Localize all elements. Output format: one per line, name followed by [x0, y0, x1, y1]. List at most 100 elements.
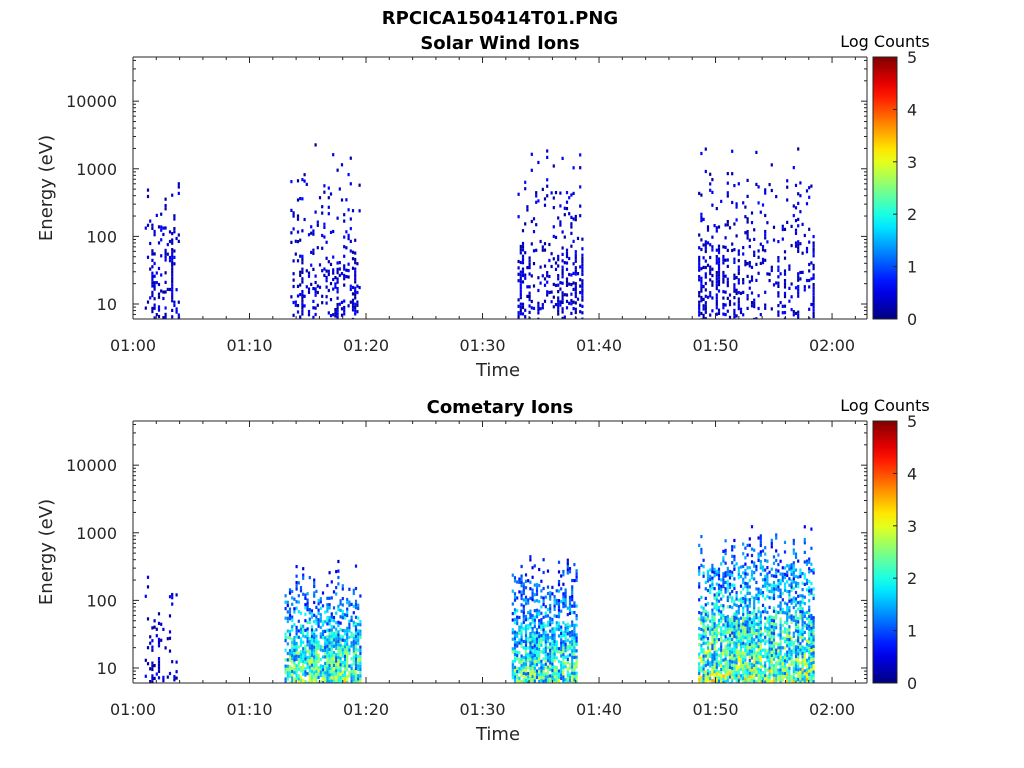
- spectrogram-cell: [581, 256, 584, 260]
- spectrogram-cell: [735, 623, 738, 627]
- spectrogram-cell: [357, 674, 360, 678]
- spectrogram-cell: [542, 666, 545, 671]
- burst-4: [698, 147, 815, 319]
- spectrogram-cell: [299, 666, 303, 670]
- spectrogram-cell: [151, 648, 154, 652]
- spectrogram-cell: [715, 312, 718, 316]
- spectrogram-cell: [803, 624, 806, 628]
- spectrogram-cell: [746, 588, 749, 592]
- spectrogram-cell: [737, 572, 740, 577]
- spectrogram-cell: [511, 672, 514, 676]
- spectrogram-cell: [759, 678, 762, 682]
- spectrogram-cell: [315, 589, 318, 593]
- spectrogram-cell: [744, 604, 747, 608]
- spectrogram-cell: [520, 641, 523, 645]
- spectrogram-cell: [731, 561, 734, 565]
- spectrogram-cell: [779, 662, 782, 666]
- spectrogram-cell: [812, 670, 815, 674]
- spectrogram-cell: [706, 640, 710, 644]
- spectrogram-cell: [772, 648, 776, 652]
- spectrogram-cell: [709, 568, 712, 572]
- spectrogram-cell: [761, 248, 765, 252]
- spectrogram-cell: [354, 309, 357, 313]
- spectrogram-cell: [783, 279, 787, 283]
- spectrogram-cell: [348, 651, 351, 655]
- spectrogram-cell: [341, 654, 344, 658]
- spectrogram-cell: [779, 642, 782, 647]
- spectrogram-cell: [728, 630, 732, 634]
- spectrogram-cell: [565, 283, 569, 287]
- spectrogram-cell: [755, 644, 758, 649]
- spectrogram-cell: [553, 601, 556, 605]
- spectrogram-cell: [530, 299, 533, 304]
- spectrogram-cell: [306, 620, 309, 625]
- spectrogram-cell: [746, 194, 749, 198]
- spectrogram-cell: [735, 635, 738, 639]
- spectrogram-cell: [720, 639, 723, 643]
- spectrogram-cell: [783, 601, 787, 605]
- spectrogram-cell: [334, 308, 337, 312]
- spectrogram-cell: [713, 587, 716, 591]
- spectrogram-cell: [336, 267, 339, 271]
- spectrogram-cell: [324, 645, 327, 649]
- spectrogram-cell: [777, 294, 780, 298]
- spectrogram-cell: [297, 661, 300, 665]
- spectrogram-cell: [540, 678, 543, 683]
- spectrogram-cell: [326, 663, 329, 668]
- spectrogram-cell: [724, 236, 727, 240]
- spectrogram-cell: [535, 669, 539, 673]
- spectrogram-cell: [575, 575, 578, 579]
- spectrogram-cell: [315, 621, 318, 625]
- spectrogram-cell: [292, 272, 295, 276]
- spectrogram-cell: [296, 198, 300, 202]
- spectrogram-cell: [702, 638, 705, 642]
- spectrogram-cell: [810, 681, 813, 683]
- spectrogram-cell: [531, 639, 534, 643]
- spectrogram-cell: [555, 682, 558, 683]
- spectrogram-cell: [157, 657, 161, 661]
- spectrogram-cell: [717, 625, 721, 629]
- spectrogram-cell: [529, 609, 532, 613]
- spectrogram-cell: [326, 679, 329, 683]
- spectrogram-cell: [354, 277, 357, 281]
- spectrogram-cell: [757, 555, 760, 559]
- spectrogram-cell: [553, 633, 556, 637]
- spectrogram-cell: [557, 615, 561, 619]
- spectrogram-cell: [812, 676, 815, 681]
- spectrogram-cell: [775, 642, 778, 646]
- spectrogram-cell: [722, 658, 725, 662]
- spectrogram-cell: [803, 637, 806, 641]
- spectrogram-cell: [546, 280, 549, 284]
- spectrogram-cell: [561, 252, 564, 256]
- spectrogram-cell: [310, 282, 313, 286]
- spectrogram-cell: [700, 659, 703, 663]
- spectrogram-cell: [295, 606, 298, 610]
- spectrogram-cell: [726, 284, 729, 288]
- spectrogram-cell: [302, 653, 305, 657]
- spectrogram-cell: [731, 172, 734, 176]
- spectrogram-cell: [151, 284, 154, 288]
- spectrogram-cell: [538, 612, 541, 616]
- spectrogram-cell: [323, 190, 326, 194]
- spectrogram-cell: [533, 583, 536, 587]
- spectrogram-cell: [531, 681, 534, 683]
- spectrogram-cell: [284, 648, 287, 652]
- spectrogram-cell: [335, 640, 338, 644]
- spectrogram-cell: [321, 649, 325, 653]
- spectrogram-cell: [709, 587, 712, 591]
- spectrogram-cell: [314, 210, 317, 214]
- spectrogram-cell: [801, 616, 804, 620]
- spectrogram-cell: [306, 659, 309, 663]
- spectrogram-cell: [321, 633, 325, 637]
- spectrogram-cell: [566, 673, 569, 677]
- spectrogram-cell: [770, 657, 773, 661]
- spectrogram-cell: [748, 668, 751, 672]
- spectrogram-cell: [783, 656, 787, 660]
- spectrogram-cell: [566, 565, 569, 569]
- spectrogram-cell: [808, 618, 811, 622]
- spectrogram-cell: [286, 616, 289, 620]
- spectrogram-cell: [808, 589, 811, 593]
- spectrogram-cell: [301, 306, 304, 310]
- burst-4: [698, 525, 815, 683]
- spectrogram-cell: [153, 284, 156, 288]
